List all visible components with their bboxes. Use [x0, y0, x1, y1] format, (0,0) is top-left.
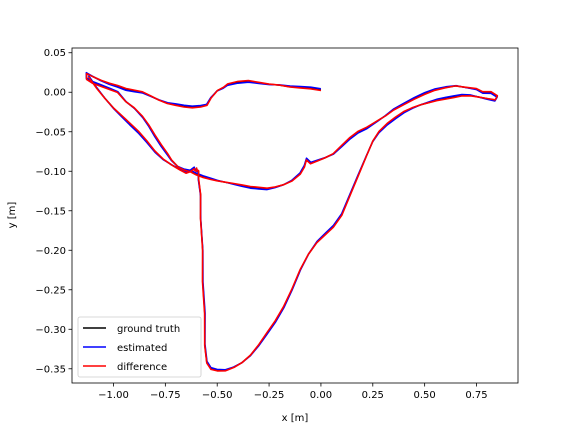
y-axis: 0.05 0.00 −0.05 −0.10 −0.15 −0.20 −0.25 −0.30 −0…	[35, 48, 72, 375]
x-tick-label: −0.25	[254, 390, 285, 401]
legend-label-difference: difference	[117, 362, 167, 373]
series-lines	[85, 71, 499, 372]
y-tick-label: −0.15	[35, 206, 66, 217]
y-tick-label: −0.10	[35, 167, 66, 178]
legend: ground truth estimated difference	[77, 316, 202, 378]
x-tick-label: 0.00	[310, 390, 332, 401]
y-axis-label: y [m]	[7, 202, 18, 229]
y-tick-label: −0.30	[35, 325, 66, 336]
y-tick-label: 0.00	[44, 88, 66, 99]
legend-label-estimated: estimated	[117, 343, 167, 354]
legend-box	[77, 316, 202, 378]
plot-frame	[71, 47, 519, 384]
x-tick-label: 0.50	[414, 390, 436, 401]
x-axis-label: x [m]	[282, 413, 309, 424]
x-tick-label: −0.50	[202, 390, 233, 401]
x-tick-label: 0.75	[465, 390, 487, 401]
y-tick-label: −0.35	[35, 364, 66, 375]
x-tick-label: −0.75	[150, 390, 181, 401]
y-tick-label: 0.05	[44, 48, 66, 59]
series-line-difference	[85, 72, 499, 372]
y-tick-label: −0.25	[35, 285, 66, 296]
legend-label-ground-truth: ground truth	[117, 324, 180, 335]
x-axis: −1.00 −0.75 −0.50 −0.25 0.00 0.25 0.50 0.75	[98, 383, 488, 401]
x-tick-label: −1.00	[98, 390, 129, 401]
y-tick-label: −0.20	[35, 246, 66, 257]
y-tick-label: −0.05	[35, 127, 66, 138]
x-tick-label: 0.25	[362, 390, 384, 401]
